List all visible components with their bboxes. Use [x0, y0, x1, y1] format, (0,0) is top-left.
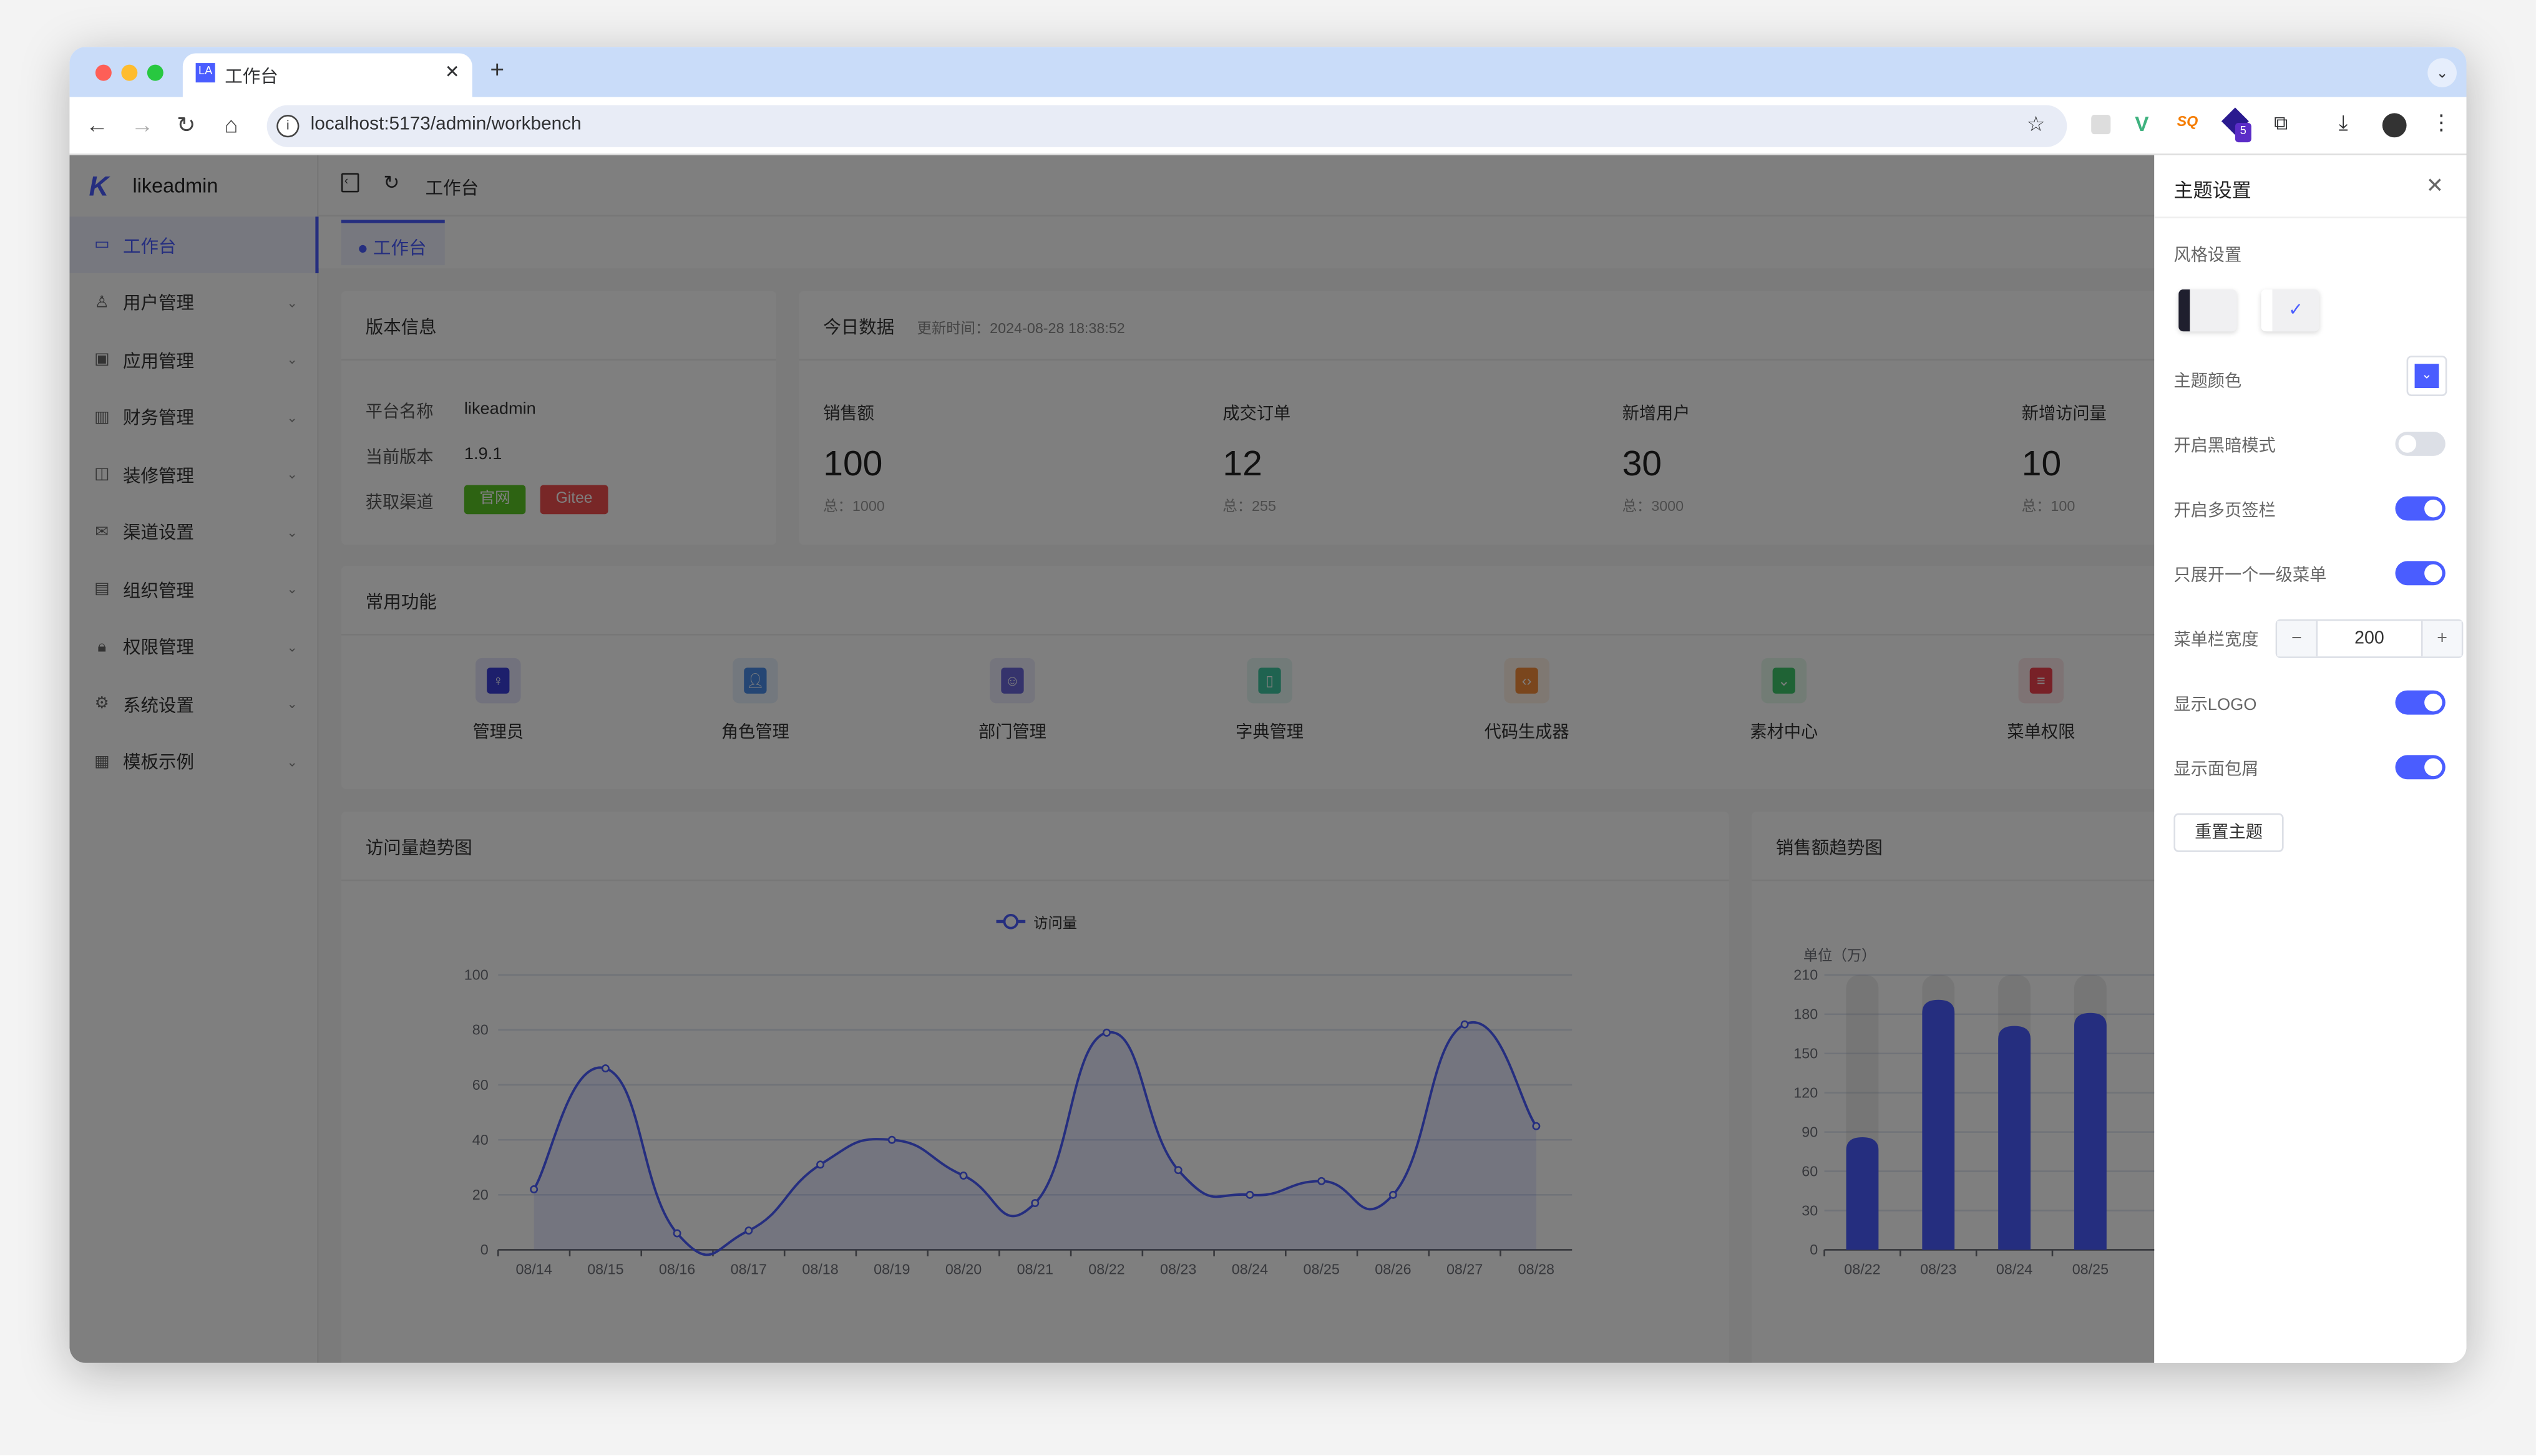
download-icon[interactable]: ⤓	[2338, 110, 2348, 135]
react-devtools-extension-icon[interactable]	[2091, 115, 2111, 135]
browser-menu-icon[interactable]: ⋮	[2431, 110, 2452, 135]
browser-window: LA 工作台 ✕ + ⌄ ← → ↻ ⌂ i localhost:5173/ad…	[69, 47, 2467, 1363]
theme-color-picker[interactable]: ⌄	[2406, 356, 2447, 396]
new-tab-button[interactable]: +	[490, 56, 505, 84]
forward-icon[interactable]: →	[130, 111, 154, 138]
decrease-button[interactable]: −	[2277, 621, 2318, 657]
style-light-sidebar-option[interactable]: ✓	[2261, 289, 2319, 332]
check-icon: ✓	[2288, 301, 2304, 321]
url-text: localhost:5173/admin/workbench	[310, 115, 582, 135]
tab-title: 工作台	[225, 67, 278, 87]
menu-width-label: 菜单栏宽度	[2173, 630, 2259, 650]
favicon-icon: LA	[195, 63, 215, 83]
tab-search-chevron-icon[interactable]: ⌄	[2427, 58, 2457, 87]
address-toolbar: ← → ↻ ⌂ i localhost:5173/admin/workbench…	[69, 97, 2467, 155]
show-breadcrumb-toggle[interactable]	[2395, 755, 2446, 780]
browser-tab[interactable]: LA 工作台 ✕	[182, 53, 472, 97]
vue-devtools-extension-icon[interactable]: V	[2135, 111, 2149, 136]
show-breadcrumb-label: 显示面包屑	[2173, 760, 2259, 780]
show-logo-label: 显示LOGO	[2173, 695, 2257, 715]
home-icon[interactable]: ⌂	[224, 111, 238, 138]
reset-theme-button[interactable]: 重置主题	[2173, 813, 2284, 852]
close-tab-icon[interactable]: ✕	[444, 63, 460, 83]
style-dark-sidebar-option[interactable]	[2178, 289, 2237, 332]
bookmark-star-icon[interactable]: ☆	[2026, 111, 2046, 136]
increase-button[interactable]: +	[2421, 621, 2462, 657]
menu-width-input[interactable]: 200	[2354, 629, 2384, 649]
close-window-button[interactable]	[95, 64, 112, 81]
multi-tab-toggle[interactable]	[2395, 496, 2446, 521]
profile-avatar[interactable]	[2382, 113, 2407, 138]
minimize-window-button[interactable]	[121, 64, 138, 81]
theme-color-label: 主题颜色	[2173, 372, 2242, 392]
multi-tab-label: 开启多页签栏	[2173, 501, 2276, 521]
sq-extension-icon[interactable]: SQ	[2177, 113, 2198, 130]
maximize-window-button[interactable]	[147, 64, 163, 81]
unique-menu-toggle[interactable]	[2395, 561, 2446, 586]
extensions-puzzle-icon[interactable]: ⧉	[2274, 111, 2288, 135]
dark-mode-toggle[interactable]	[2395, 432, 2446, 456]
show-logo-toggle[interactable]	[2395, 690, 2446, 715]
unique-menu-label: 只展开一个一级菜单	[2173, 566, 2327, 586]
theme-settings-drawer: 主题设置 ✕ 风格设置 ✓ 主题颜色 ⌄ 开启黑暗模式 开启多页签栏 只展开一个…	[2154, 155, 2467, 1363]
site-info-icon[interactable]: i	[276, 115, 300, 138]
back-icon[interactable]: ←	[85, 111, 109, 138]
drawer-title: 主题设置	[2173, 179, 2251, 202]
browser-tab-bar: LA 工作台 ✕ + ⌄	[69, 47, 2467, 97]
modal-overlay[interactable]	[69, 155, 2155, 1363]
style-settings-label: 风格设置	[2173, 245, 2242, 266]
url-bar[interactable]: i localhost:5173/admin/workbench ☆	[266, 105, 2067, 147]
extension-badge: 5	[2235, 122, 2251, 143]
close-drawer-icon[interactable]: ✕	[2426, 173, 2444, 198]
menu-width-stepper[interactable]: − 200 +	[2275, 619, 2464, 658]
reload-icon[interactable]: ↻	[176, 111, 196, 138]
dark-mode-label: 开启黑暗模式	[2173, 436, 2276, 456]
